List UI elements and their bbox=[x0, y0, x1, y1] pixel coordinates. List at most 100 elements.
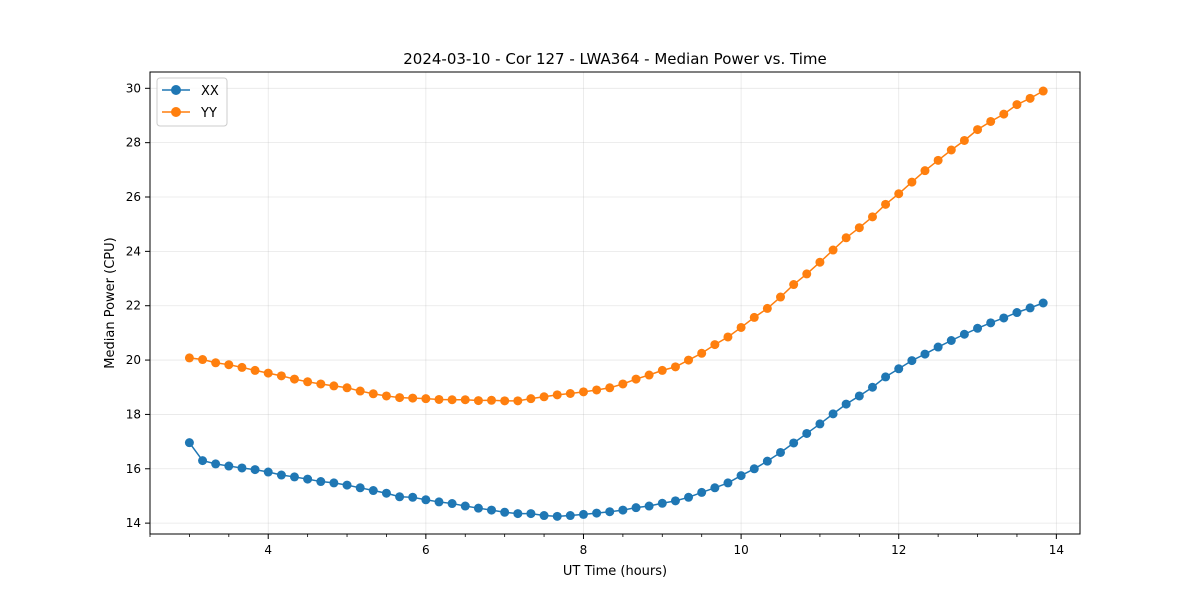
legend-marker-yy bbox=[171, 107, 181, 117]
data-point-xx bbox=[631, 503, 641, 513]
data-point-xx bbox=[854, 391, 864, 401]
data-point-xx bbox=[421, 495, 431, 505]
data-point-yy bbox=[578, 387, 588, 397]
x-tick-label: 6 bbox=[422, 543, 430, 557]
legend-marker-xx bbox=[171, 85, 181, 95]
data-point-yy bbox=[381, 391, 391, 401]
data-point-yy bbox=[867, 212, 877, 222]
data-point-yy bbox=[894, 189, 904, 199]
data-point-yy bbox=[552, 390, 562, 400]
data-point-xx bbox=[276, 470, 286, 480]
data-point-yy bbox=[184, 353, 194, 363]
data-point-xx bbox=[303, 474, 313, 484]
data-point-yy bbox=[460, 395, 470, 405]
data-point-xx bbox=[933, 342, 943, 352]
data-point-xx bbox=[749, 464, 759, 474]
x-tick-label: 10 bbox=[733, 543, 748, 557]
data-point-xx bbox=[486, 505, 496, 515]
data-point-xx bbox=[736, 471, 746, 481]
data-point-yy bbox=[684, 355, 694, 365]
data-point-xx bbox=[263, 467, 273, 477]
data-point-yy bbox=[631, 374, 641, 384]
chart-title: 2024-03-10 - Cor 127 - LWA364 - Median P… bbox=[403, 50, 827, 68]
y-tick-label: 24 bbox=[126, 244, 141, 258]
data-point-xx bbox=[841, 399, 851, 409]
data-point-xx bbox=[789, 438, 799, 448]
data-point-yy bbox=[973, 125, 983, 135]
data-point-xx bbox=[815, 419, 825, 429]
data-point-xx bbox=[552, 511, 562, 521]
data-point-yy bbox=[618, 379, 628, 389]
data-point-xx bbox=[776, 447, 786, 457]
x-tick-label: 8 bbox=[580, 543, 588, 557]
y-tick-label: 14 bbox=[126, 516, 141, 530]
data-point-xx bbox=[198, 456, 208, 466]
data-point-xx bbox=[342, 480, 352, 490]
y-tick-label: 28 bbox=[126, 136, 141, 150]
y-tick-label: 20 bbox=[126, 353, 141, 367]
legend: XX YY bbox=[156, 77, 228, 127]
data-point-yy bbox=[881, 199, 891, 209]
data-point-xx bbox=[250, 465, 260, 475]
grid-layer bbox=[150, 72, 1080, 534]
y-tick-label: 18 bbox=[126, 407, 141, 421]
data-point-yy bbox=[802, 269, 812, 279]
data-point-yy bbox=[486, 395, 496, 405]
data-point-yy bbox=[447, 395, 457, 405]
data-point-yy bbox=[789, 280, 799, 290]
data-point-xx bbox=[986, 318, 996, 328]
data-point-yy bbox=[289, 374, 299, 384]
series-yy bbox=[184, 86, 1048, 406]
data-point-yy bbox=[539, 392, 549, 402]
data-point-yy bbox=[723, 332, 733, 342]
data-point-yy bbox=[303, 377, 313, 387]
data-point-xx bbox=[697, 487, 707, 497]
data-point-xx bbox=[592, 508, 602, 518]
data-point-xx bbox=[657, 498, 667, 508]
data-point-yy bbox=[224, 360, 234, 370]
legend-entry-xx: XX bbox=[162, 84, 219, 99]
data-point-xx bbox=[999, 313, 1009, 323]
data-point-xx bbox=[434, 497, 444, 507]
y-tick-label: 22 bbox=[126, 299, 141, 313]
data-point-xx bbox=[329, 478, 339, 488]
data-point-yy bbox=[710, 340, 720, 350]
data-point-xx bbox=[381, 488, 391, 498]
data-point-yy bbox=[776, 292, 786, 302]
data-point-yy bbox=[329, 381, 339, 391]
data-point-xx bbox=[539, 511, 549, 521]
data-point-xx bbox=[959, 329, 969, 339]
data-point-xx bbox=[473, 503, 483, 513]
data-point-xx bbox=[184, 438, 194, 448]
data-point-yy bbox=[697, 348, 707, 358]
data-point-xx bbox=[828, 409, 838, 419]
data-point-yy bbox=[749, 312, 759, 322]
data-point-xx bbox=[368, 486, 378, 496]
data-point-yy bbox=[316, 379, 326, 389]
x-tick-label: 14 bbox=[1049, 543, 1064, 557]
data-point-xx bbox=[237, 463, 247, 473]
data-point-yy bbox=[263, 368, 273, 378]
data-point-xx bbox=[762, 456, 772, 466]
data-point-xx bbox=[723, 478, 733, 488]
data-point-xx bbox=[289, 472, 299, 482]
data-point-yy bbox=[841, 233, 851, 243]
series-layer bbox=[184, 86, 1048, 521]
data-point-yy bbox=[408, 393, 418, 403]
data-point-xx bbox=[447, 499, 457, 509]
legend-label-yy: YY bbox=[200, 106, 217, 121]
x-tick-label: 4 bbox=[264, 543, 272, 557]
data-point-yy bbox=[565, 388, 575, 398]
y-axis-label: Median Power (CPU) bbox=[103, 237, 118, 368]
tick-layer: 4 6 8 10 12 14 14 16 18 20 22 24 26 28 30 bbox=[126, 81, 1064, 557]
data-point-xx bbox=[355, 483, 365, 493]
data-point-yy bbox=[526, 394, 536, 404]
data-point-xx bbox=[946, 336, 956, 346]
data-point-yy bbox=[250, 365, 260, 375]
data-point-yy bbox=[198, 355, 208, 365]
data-point-yy bbox=[513, 396, 523, 406]
x-tick-label: 12 bbox=[891, 543, 906, 557]
data-point-xx bbox=[894, 364, 904, 374]
data-point-yy bbox=[211, 358, 221, 368]
